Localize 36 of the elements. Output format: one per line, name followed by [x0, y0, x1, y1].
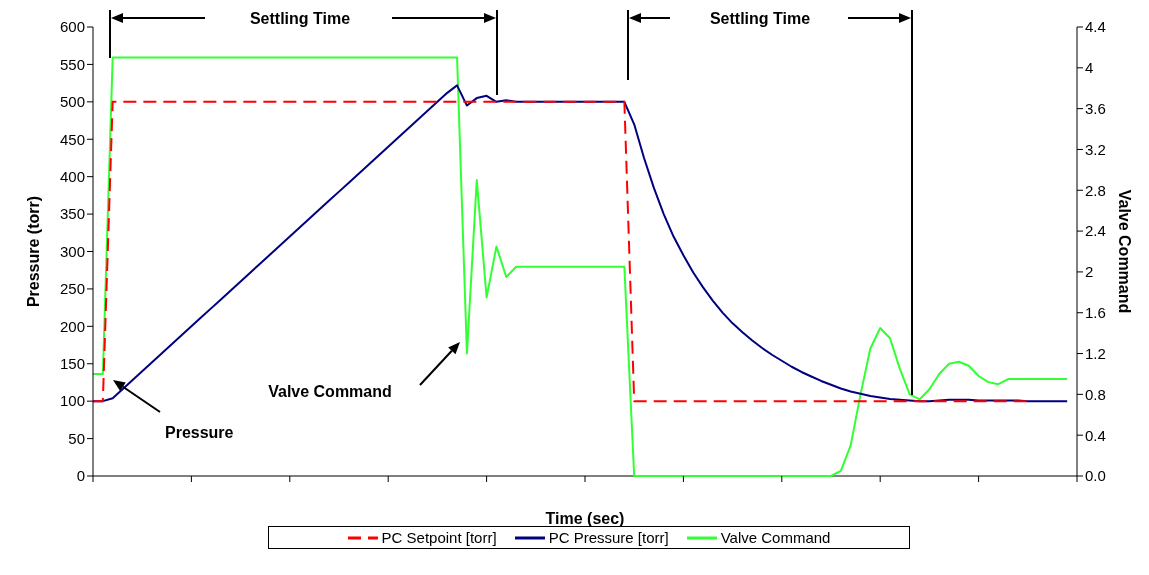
y-tick-label: 350 [59, 205, 85, 223]
y2-tick-label: 3.2 [1085, 140, 1106, 158]
y2-tick-label: 1.6 [1085, 304, 1106, 322]
y2-tick-label: 4 [1085, 59, 1094, 77]
y-tick-label: 250 [59, 280, 85, 298]
legend-label: Valve Command [720, 529, 831, 546]
y-tick-label: 400 [59, 167, 85, 185]
y2-axis-title: Valve Command [1116, 189, 1134, 314]
y-axis-title: Pressure (torr) [24, 195, 42, 308]
legend-label: PC Setpoint [torr] [381, 529, 497, 546]
y-tick-label: 50 [68, 429, 85, 447]
annotation: Valve Command [268, 383, 392, 400]
y2-tick-label: 3.6 [1085, 99, 1106, 117]
y-tick-label: 450 [59, 130, 85, 148]
y-tick-label: 100 [59, 392, 85, 410]
y2-tick-label: 1.2 [1085, 344, 1106, 362]
y-tick-label: 600 [59, 18, 85, 36]
legend-label: PC Pressure [torr] [548, 529, 669, 546]
y2-tick-label: 2.8 [1085, 181, 1106, 199]
y2-tick-label: 0.8 [1085, 385, 1106, 403]
y2-tick-label: 2.4 [1085, 222, 1106, 240]
line-series [92, 56, 1069, 477]
text: Settling Time [249, 10, 351, 27]
y2-tick-label: 4.4 [1085, 18, 1106, 36]
x-axis-title: Time (sec) [545, 510, 625, 527]
annotation: Pressure [165, 424, 234, 441]
y2-tick-label: 2 [1085, 263, 1094, 281]
y-tick-label: 300 [59, 242, 85, 260]
y-tick-label: 550 [59, 55, 85, 73]
y-tick-label: 200 [59, 317, 85, 335]
y-tick-label: 0 [76, 467, 85, 485]
y-tick-label: 150 [59, 355, 85, 373]
y2-tick-label: 0.4 [1085, 426, 1106, 444]
y2-tick-label: 0.0 [1085, 467, 1106, 485]
text: Settling Time [709, 10, 811, 27]
y-tick-label: 500 [59, 93, 85, 111]
